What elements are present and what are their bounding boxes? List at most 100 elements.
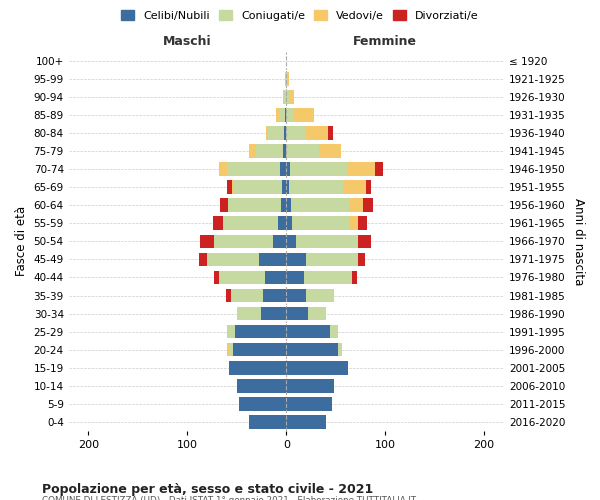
Bar (286, 198, 373, 212)
Bar (286, 162, 383, 176)
Bar (237, 307, 286, 320)
Bar (237, 379, 286, 392)
Bar (286, 379, 334, 392)
Text: COMUNE DI LESTIZZA (UD) - Dati ISTAT 1° gennaio 2021 - Elaborazione TUTTITALIA.I: COMUNE DI LESTIZZA (UD) - Dati ISTAT 1° … (42, 496, 416, 500)
Bar (219, 270, 286, 284)
Bar (286, 72, 289, 86)
Bar (284, 90, 286, 104)
Bar (280, 108, 286, 122)
Bar (286, 361, 347, 374)
Bar (286, 162, 290, 176)
Bar (286, 252, 306, 266)
Bar (286, 307, 326, 320)
Bar (286, 180, 343, 194)
Bar (227, 343, 286, 356)
Bar (286, 252, 358, 266)
Bar (277, 108, 286, 122)
Bar (256, 144, 286, 158)
Bar (286, 415, 326, 428)
Bar (233, 343, 286, 356)
Bar (281, 198, 286, 212)
Bar (286, 270, 352, 284)
Bar (286, 108, 314, 122)
Bar (207, 252, 286, 266)
Bar (286, 216, 367, 230)
Bar (249, 144, 286, 158)
Bar (286, 415, 326, 428)
Bar (249, 415, 286, 428)
Bar (231, 288, 286, 302)
Bar (249, 144, 286, 158)
Bar (286, 234, 371, 248)
Bar (286, 144, 319, 158)
Bar (286, 325, 330, 338)
Bar (286, 144, 341, 158)
Bar (239, 397, 286, 410)
Bar (286, 198, 291, 212)
Bar (237, 379, 286, 392)
Bar (286, 90, 294, 104)
Bar (286, 343, 342, 356)
Bar (231, 288, 286, 302)
Bar (219, 162, 286, 176)
Bar (286, 307, 326, 320)
Bar (249, 415, 286, 428)
Bar (277, 108, 286, 122)
Y-axis label: Fasce di età: Fasce di età (15, 206, 28, 276)
Bar (286, 216, 350, 230)
Bar (220, 198, 286, 212)
Bar (286, 72, 289, 86)
Text: Maschi: Maschi (163, 35, 212, 48)
Legend: Celibi/Nubili, Coniugati/e, Vedovi/e, Divorziati/e: Celibi/Nubili, Coniugati/e, Vedovi/e, Di… (117, 6, 483, 25)
Bar (286, 288, 334, 302)
Bar (280, 162, 286, 176)
Bar (228, 198, 286, 212)
Bar (232, 180, 286, 194)
Bar (286, 162, 376, 176)
Bar (227, 343, 286, 356)
Bar (249, 415, 286, 428)
Bar (286, 270, 356, 284)
Bar (286, 198, 349, 212)
Bar (237, 379, 286, 392)
Bar (207, 252, 286, 266)
Bar (214, 234, 286, 248)
Bar (223, 216, 286, 230)
Bar (229, 343, 286, 356)
Bar (278, 216, 286, 230)
Bar (286, 198, 364, 212)
Bar (286, 343, 338, 356)
Bar (283, 144, 286, 158)
Bar (283, 90, 286, 104)
Y-axis label: Anni di nascita: Anni di nascita (572, 198, 585, 285)
Bar (286, 397, 332, 410)
Bar (219, 270, 286, 284)
Bar (286, 397, 332, 410)
Text: Popolazione per età, sesso e stato civile - 2021: Popolazione per età, sesso e stato civil… (42, 482, 373, 496)
Bar (286, 379, 334, 392)
Bar (286, 126, 333, 140)
Bar (235, 325, 286, 338)
Bar (286, 234, 296, 248)
Bar (286, 270, 352, 284)
Bar (265, 270, 286, 284)
Bar (286, 307, 326, 320)
Bar (274, 234, 286, 248)
Bar (227, 162, 286, 176)
Bar (286, 252, 365, 266)
Bar (249, 415, 286, 428)
Bar (286, 343, 342, 356)
Bar (286, 90, 289, 104)
Bar (286, 90, 294, 104)
Bar (227, 325, 286, 338)
Text: Femmine: Femmine (353, 35, 417, 48)
Bar (259, 252, 286, 266)
Bar (286, 415, 326, 428)
Bar (286, 180, 371, 194)
Bar (286, 397, 332, 410)
Bar (263, 288, 286, 302)
Bar (286, 415, 326, 428)
Bar (286, 325, 338, 338)
Bar (237, 379, 286, 392)
Bar (200, 234, 286, 248)
